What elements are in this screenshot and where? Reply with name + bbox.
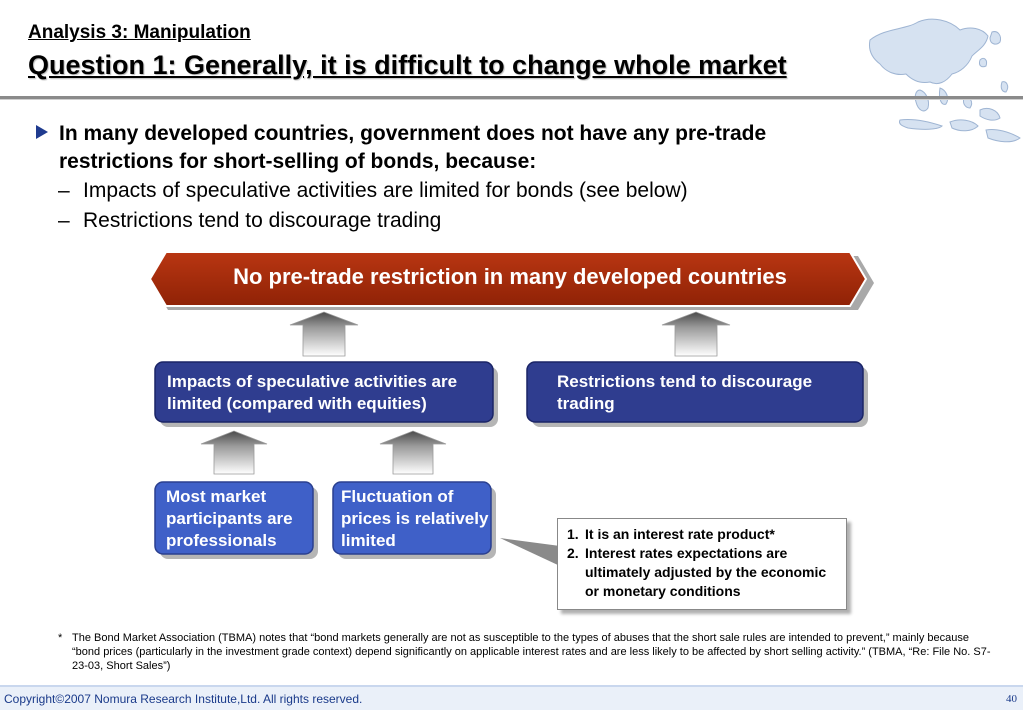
asia-map-icon xyxy=(869,18,1021,143)
participants-box-label: Most market participants are professiona… xyxy=(166,487,293,550)
fluctuation-box xyxy=(332,481,492,555)
up-arrow-icon xyxy=(379,430,447,475)
footnote-text: The Bond Market Association (TBMA) notes… xyxy=(72,632,991,672)
up-arrow-icon xyxy=(200,430,268,475)
note-text: Interest rates expectations are ultimate… xyxy=(585,545,827,599)
page-title: Question 1: Generally, it is difficult t… xyxy=(28,50,787,80)
sub-bullet: – Restrictions tend to discourage trading xyxy=(58,207,441,235)
note-number: 2. xyxy=(567,545,579,561)
footer-bar xyxy=(0,685,1023,710)
restrictions-box-label: Restrictions tend to discourage trading xyxy=(557,372,813,413)
note-item: 1. It is an interest rate product* xyxy=(567,525,838,544)
copyright-text: Copyright©2007 Nomura Research Institute… xyxy=(4,692,363,706)
banner-label: No pre-trade restriction in many develop… xyxy=(233,264,787,289)
dash-marker: – xyxy=(58,179,70,202)
main-bullet: In many developed countries, government … xyxy=(36,120,866,176)
triangle-bullet-icon xyxy=(36,125,48,139)
note-number: 1. xyxy=(567,526,579,542)
callout-note-box: 1. It is an interest rate product* 2. In… xyxy=(557,518,847,610)
impacts-box-label: Impacts of speculative activities are li… xyxy=(167,372,458,413)
restrictions-box xyxy=(526,361,864,423)
title-divider-shadow xyxy=(0,99,1023,100)
sub-bullet-text: Impacts of speculative activities are li… xyxy=(83,179,688,202)
impacts-box xyxy=(154,361,494,423)
up-arrow-icon xyxy=(661,311,731,357)
main-bullet-text: In many developed countries, government … xyxy=(59,122,767,173)
banner-shape xyxy=(148,251,868,307)
title-divider xyxy=(0,96,1023,99)
up-arrow-icon xyxy=(289,311,359,357)
page-number: 40 xyxy=(1006,693,1017,705)
sub-bullet: – Impacts of speculative activities are l… xyxy=(58,177,688,205)
section-subtitle: Analysis 3: Manipulation xyxy=(28,22,251,43)
callout-pointer xyxy=(500,538,560,566)
dash-marker: – xyxy=(58,209,70,232)
footnote: * The Bond Market Association (TBMA) not… xyxy=(58,631,993,673)
fluctuation-box-label: Fluctuation of prices is relatively limi… xyxy=(341,487,489,550)
note-text: It is an interest rate product* xyxy=(585,526,775,542)
sub-bullet-text: Restrictions tend to discourage trading xyxy=(83,209,442,232)
participants-box xyxy=(154,481,314,555)
footnote-marker: * xyxy=(58,632,63,644)
note-item: 2. Interest rates expectations are ultim… xyxy=(567,544,838,601)
